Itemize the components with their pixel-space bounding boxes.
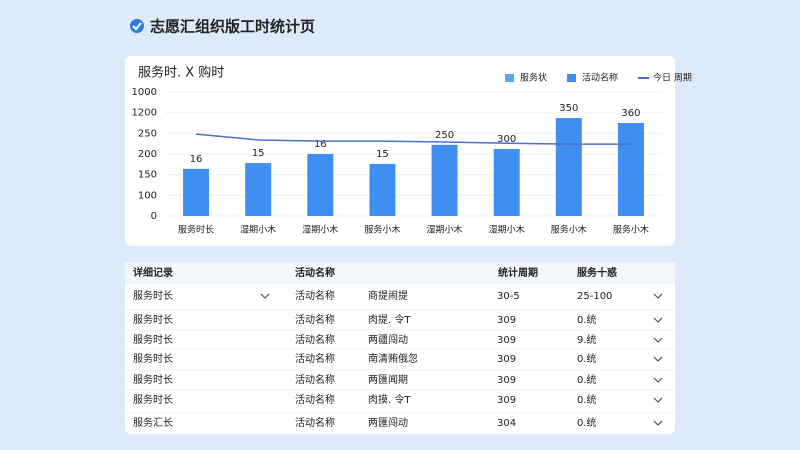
table-cell: 两匯闯动 [368, 416, 408, 429]
x-tick-label: 服务小木 [613, 224, 649, 236]
table-cell: 304 [497, 418, 516, 429]
logo-check [132, 22, 142, 31]
expand-chevron[interactable] [653, 420, 663, 426]
legend-label: 今日 周期 [653, 72, 692, 84]
x-tick-label: 湿期小木 [240, 224, 276, 236]
table-cell: 9.统 [577, 333, 597, 346]
legend-swatch [505, 74, 514, 82]
x-tick-label: 湿期小木 [427, 224, 463, 236]
x-tick-label: 湿期小木 [302, 224, 338, 236]
x-tick-label: 服务时长 [178, 224, 214, 236]
table-header-cell: 活动名称 [295, 266, 335, 279]
table-cell: 活动名称 [295, 333, 335, 346]
table-cell: 活动名称 [295, 313, 335, 326]
table-cell: 服务时长 [133, 393, 173, 406]
bar-value-label: 300 [497, 134, 516, 145]
bar [183, 168, 210, 216]
table-cell: 服务时长 [133, 313, 173, 326]
dropdown-chevron[interactable] [260, 293, 270, 299]
y-tick-label: 0 [151, 211, 157, 222]
table-cell: 服务时长 [133, 333, 173, 346]
y-tick-label: 200 [138, 149, 157, 160]
table-cell: 活动名称 [295, 416, 335, 429]
y-tick-label: 1200 [132, 108, 157, 119]
table-cell: 服务时长 [133, 352, 173, 365]
table-header-cell: 服务十惑 [577, 266, 617, 279]
expand-chevron[interactable] [653, 397, 663, 403]
table-cell: 309 [497, 335, 516, 346]
expand-chevron[interactable] [653, 377, 663, 383]
table-cell: 0.统 [577, 352, 597, 365]
table-cell: 服务时长 [133, 289, 173, 302]
trend-line [195, 133, 631, 145]
y-tick-label: 100 [138, 190, 157, 201]
table-cell: 南清贿俄忽 [368, 352, 418, 365]
table-cell: 309 [497, 315, 516, 326]
expand-chevron[interactable] [653, 317, 663, 323]
table-cell: 309 [497, 395, 516, 406]
bar [369, 163, 396, 216]
bar [493, 149, 520, 216]
table-cell: 0.统 [577, 373, 597, 386]
table-header-cell: 详细记录 [133, 266, 173, 279]
bar-value-label: 350 [559, 103, 578, 114]
page-title: 志愿汇组织版工时统计页 [150, 18, 315, 36]
table-cell: 30-5 [497, 291, 520, 302]
table-header-bg [125, 262, 675, 284]
expand-chevron[interactable] [653, 293, 663, 299]
table-cell: 活动名称 [295, 352, 335, 365]
legend-label: 活动名称 [582, 72, 618, 84]
bar [431, 144, 458, 216]
table-cell: 商提闹提 [368, 289, 408, 302]
table-cell: 两匯闻期 [368, 373, 408, 386]
table-cell: 25-100 [577, 291, 612, 302]
legend-swatch [567, 74, 577, 82]
table-cell: 活动名称 [295, 289, 335, 302]
table-cell: 0.统 [577, 416, 597, 429]
table-cell: 309 [497, 354, 516, 365]
table-cell: 服务时长 [133, 373, 173, 386]
bar-value-label: 16 [190, 154, 203, 165]
y-tick-label: 1000 [132, 87, 157, 98]
bar-value-label: 15 [252, 148, 265, 159]
table-cell: 肉摸. 令T [368, 393, 411, 406]
y-tick-label: 150 [138, 170, 157, 181]
table-cell: 活动名称 [295, 373, 335, 386]
x-tick-label: 服务小木 [364, 224, 400, 236]
table-cell: 服务汇长 [133, 416, 173, 429]
bar-value-label: 250 [435, 130, 454, 141]
table-card [125, 262, 675, 434]
expand-chevron[interactable] [653, 337, 663, 343]
bar-value-label: 15 [376, 149, 389, 160]
x-tick-label: 服务小木 [551, 224, 587, 236]
bar [307, 154, 334, 216]
logo-icon [130, 19, 144, 33]
table-cell: 活动名称 [295, 393, 335, 406]
expand-chevron[interactable] [653, 356, 663, 362]
bar [245, 163, 272, 216]
bar-value-label: 360 [621, 108, 640, 119]
table-cell: 肉提. 令T [368, 313, 411, 326]
chart-card [125, 56, 675, 246]
bar [555, 118, 582, 216]
legend-label: 服务状 [520, 72, 547, 84]
bar-value-label: 16 [314, 139, 327, 150]
x-tick-label: 湿期小木 [489, 224, 525, 236]
table-header-cell: 统计周期 [498, 266, 538, 279]
table-cell: 309 [497, 375, 516, 386]
y-tick-label: 250 [138, 128, 157, 139]
table-cell: 两疆闯动 [368, 333, 408, 346]
table-cell: 0.统 [577, 393, 597, 406]
chart-title: 服务时. X 购时 [138, 65, 224, 81]
table-cell: 0.统 [577, 313, 597, 326]
bar [617, 123, 644, 216]
